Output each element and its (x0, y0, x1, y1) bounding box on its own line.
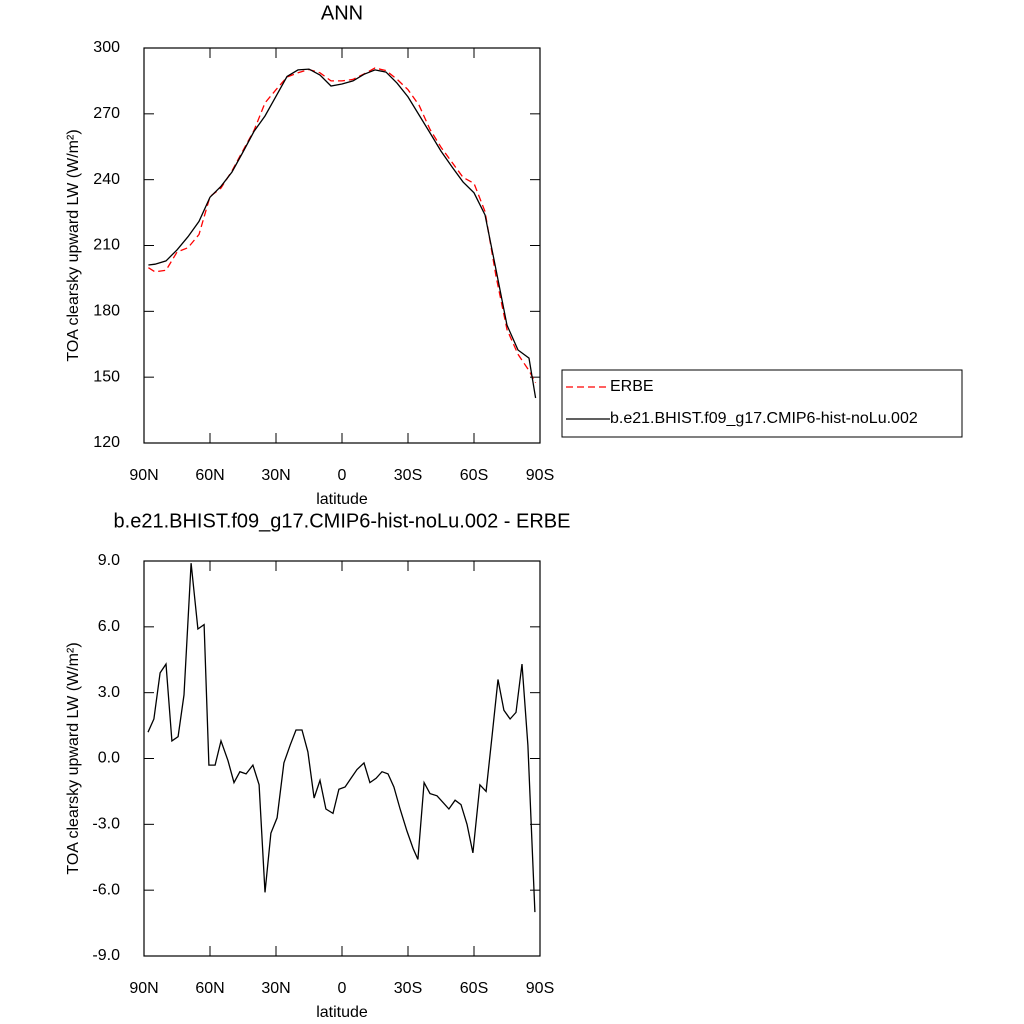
y-tick-label: -9.0 (92, 947, 120, 964)
y-tick-label: 210 (93, 237, 120, 254)
x-tick-label: 90N (129, 980, 158, 997)
x-tick-label: 0 (338, 467, 347, 484)
chart-title: b.e21.BHIST.f09_g17.CMIP6-hist-noLu.002 … (114, 510, 571, 532)
legend-box (561, 369, 963, 438)
y-tick-label: 240 (93, 171, 120, 188)
y-tick-label: 120 (93, 434, 120, 451)
y-tick-label: 300 (93, 39, 120, 56)
y-tick-label: 3.0 (98, 684, 120, 701)
x-tick-label: 30N (261, 467, 290, 484)
x-tick-label: 30S (394, 467, 422, 484)
plot-frame (143, 560, 541, 957)
y-tick-label: 270 (93, 105, 120, 122)
x-tick-label: 60S (460, 980, 488, 997)
x-tick-label: 90N (129, 467, 158, 484)
series-line (148, 67, 537, 384)
x-tick-label: 60N (195, 980, 224, 997)
x-tick-label: 90S (526, 467, 554, 484)
y-tick-label: 180 (93, 303, 120, 320)
plot-frame (143, 47, 541, 444)
y-axis-label: TOA clearsky upward LW (W/m²) (65, 129, 82, 361)
x-tick-label: 30N (261, 980, 290, 997)
y-tick-label: 9.0 (98, 552, 120, 569)
y-tick-label: 0.0 (98, 750, 120, 767)
legend-label: b.e21.BHIST.f09_g17.CMIP6-hist-noLu.002 (610, 410, 918, 427)
legend-label: ERBE (610, 378, 654, 395)
x-axis-label: latitude (316, 1004, 368, 1021)
series-line (148, 68, 537, 399)
y-tick-label: -3.0 (92, 816, 120, 833)
x-tick-label: 0 (338, 980, 347, 997)
y-axis-label: TOA clearsky upward LW (W/m²) (65, 642, 82, 874)
y-tick-label: 150 (93, 368, 120, 385)
x-tick-label: 30S (394, 980, 422, 997)
x-tick-label: 60N (195, 467, 224, 484)
x-tick-label: 60S (460, 467, 488, 484)
y-tick-label: 6.0 (98, 618, 120, 635)
x-tick-label: 90S (526, 980, 554, 997)
legend: ERBE b.e21.BHIST.f09_g17.CMIP6-hist-noLu.… (561, 369, 963, 438)
y-tick-label: -6.0 (92, 881, 120, 898)
x-axis-label: latitude (316, 491, 368, 508)
chart-title: ANN (321, 2, 363, 24)
series-line (147, 563, 536, 913)
